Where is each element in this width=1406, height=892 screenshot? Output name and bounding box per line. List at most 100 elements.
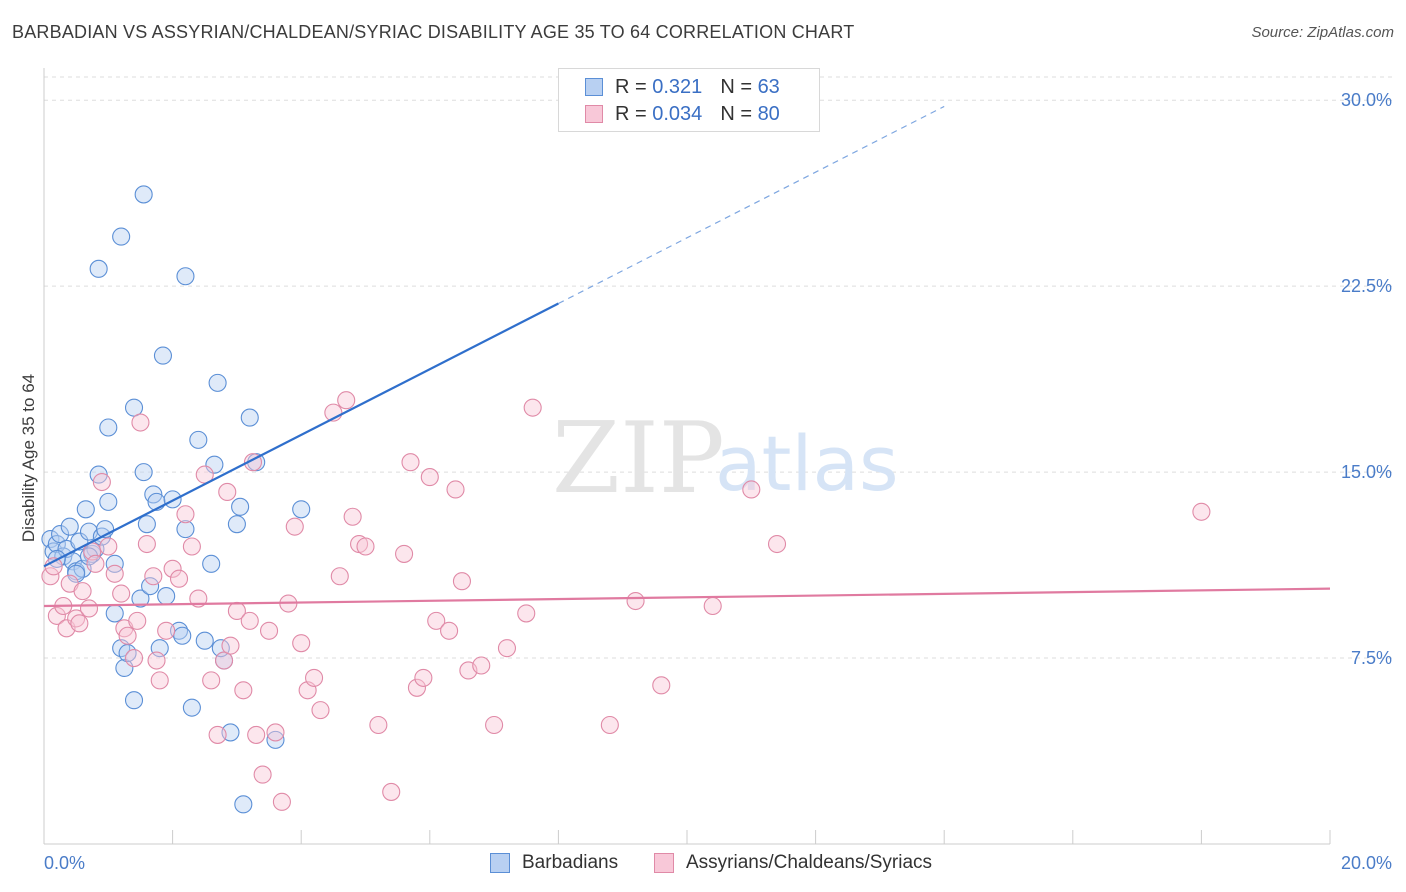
point-assyrians: [112, 584, 131, 603]
legend-label-barbadians: Barbadians: [522, 852, 619, 873]
legend-r-label: R =: [615, 102, 647, 125]
source-label: Source: ZipAtlas.com: [1251, 24, 1394, 41]
grid-lines: [44, 76, 1392, 659]
point-barbadians: [89, 259, 108, 278]
point-assyrians: [147, 651, 166, 670]
point-barbadians: [157, 587, 176, 606]
correlation-legend: R = 0.321 N = 63 R = 0.034 N = 80: [558, 68, 820, 132]
point-assyrians: [395, 544, 414, 563]
y-tick-labels: 7.5% 15.0% 22.5% 30.0%: [1341, 90, 1392, 668]
series-assyrians-points: [41, 391, 1211, 811]
point-assyrians: [253, 765, 272, 784]
point-assyrians: [414, 668, 433, 687]
trend-lines: [43, 105, 1331, 608]
point-assyrians: [202, 671, 221, 690]
point-barbadians: [67, 564, 86, 583]
trend-line-assyrians: [43, 587, 1331, 608]
point-barbadians: [227, 515, 246, 534]
point-assyrians: [401, 453, 420, 472]
point-assyrians: [128, 611, 147, 630]
point-barbadians: [208, 373, 227, 392]
watermark-atlas: atlas: [715, 419, 899, 508]
point-barbadians: [99, 418, 118, 437]
point-assyrians: [407, 678, 426, 697]
point-assyrians: [497, 639, 517, 658]
point-barbadians: [105, 554, 124, 573]
point-barbadians: [141, 577, 160, 596]
point-barbadians: [189, 430, 208, 449]
point-assyrians: [157, 621, 176, 640]
point-assyrians: [118, 626, 137, 645]
point-assyrians: [86, 554, 105, 573]
point-assyrians: [247, 725, 266, 744]
point-assyrians: [99, 537, 118, 556]
x-tick-label: 20.0%: [1341, 853, 1392, 873]
point-assyrians: [176, 505, 195, 524]
point-barbadians: [99, 492, 118, 511]
legend-swatch-blue: [490, 853, 510, 873]
point-assyrians: [305, 668, 324, 687]
axes: [43, 68, 1331, 845]
point-assyrians: [234, 681, 253, 700]
point-assyrians: [259, 621, 279, 640]
point-assyrians: [330, 567, 349, 586]
point-assyrians: [742, 480, 761, 499]
point-assyrians: [626, 591, 645, 611]
point-assyrians: [767, 534, 787, 554]
point-assyrians: [182, 537, 201, 556]
x-tick-labels: 0.0% 20.0%: [44, 853, 1392, 873]
legend-n-value: 63: [757, 75, 780, 98]
legend-r-label: R =: [615, 75, 647, 98]
point-assyrians: [144, 567, 163, 586]
watermark-zip: ZIP: [552, 402, 725, 516]
point-assyrians: [131, 413, 150, 432]
point-barbadians: [169, 621, 189, 640]
point-assyrians: [70, 614, 89, 633]
point-barbadians: [105, 604, 124, 623]
point-assyrians: [169, 569, 189, 588]
trend-line-barbadians: [43, 302, 559, 568]
point-assyrians: [266, 723, 285, 742]
legend-swatch-pink: [585, 105, 603, 123]
point-barbadians: [176, 520, 195, 539]
point-barbadians: [205, 455, 224, 474]
legend-row-assyrians: R = 0.034 N = 80: [585, 102, 780, 126]
point-assyrians: [452, 572, 472, 591]
point-assyrians: [137, 534, 156, 554]
point-barbadians: [124, 398, 144, 417]
point-assyrians: [523, 398, 542, 417]
point-assyrians: [67, 609, 86, 628]
point-assyrians: [292, 634, 311, 653]
point-assyrians: [218, 482, 237, 501]
legend-item-barbadians[interactable]: Barbadians: [490, 852, 618, 874]
point-assyrians: [440, 621, 459, 640]
legend-n-label: N =: [720, 75, 752, 98]
point-assyrians: [221, 636, 240, 655]
point-barbadians: [240, 408, 259, 427]
legend-swatch-blue: [585, 78, 603, 96]
point-assyrians: [73, 582, 92, 601]
point-barbadians: [131, 589, 150, 608]
legend-swatch-pink: [654, 853, 674, 873]
point-assyrians: [311, 701, 330, 720]
point-assyrians: [92, 472, 111, 492]
point-barbadians: [134, 463, 153, 482]
point-barbadians: [112, 227, 131, 246]
point-barbadians: [79, 547, 99, 566]
point-barbadians: [202, 554, 221, 573]
legend-r-value: 0.321: [652, 75, 703, 98]
point-assyrians: [446, 480, 465, 499]
legend-n-value: 80: [757, 102, 780, 125]
chart-title: BARBADIAN VS ASSYRIAN/CHALDEAN/SYRIAC DI…: [12, 22, 855, 42]
legend-row-barbadians: R = 0.321 N = 63: [585, 75, 780, 99]
trend-line-barbadians-extension: [558, 105, 945, 305]
point-assyrians: [285, 517, 304, 536]
point-assyrians: [163, 559, 182, 578]
series-legend: Barbadians Assyrians/Chaldeans/Syriacs: [0, 852, 1406, 878]
point-barbadians: [60, 517, 79, 536]
point-assyrians: [652, 676, 671, 695]
point-assyrians: [47, 606, 66, 625]
point-assyrians: [272, 792, 291, 811]
legend-item-assyrians[interactable]: Assyrians/Chaldeans/Syriacs: [654, 852, 932, 874]
